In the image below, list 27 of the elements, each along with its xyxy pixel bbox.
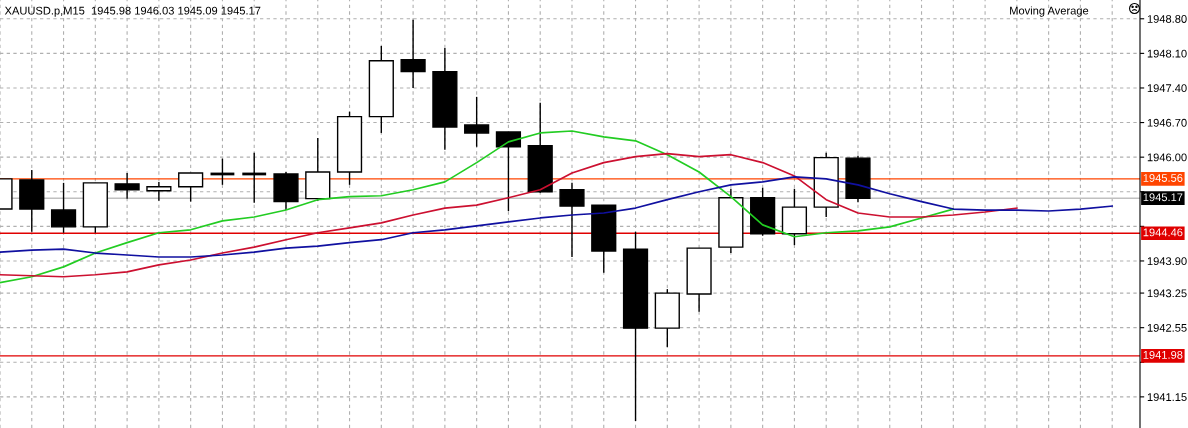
candlestick [400,19,426,89]
y-tick-label: 1946.70 [1147,118,1187,127]
text: XAUUSD.p,M15 1945.98 1946.03 1945.09 1945.17 [4,6,261,17]
candlestick [146,181,172,202]
ref-line-label: 1945.17 [1143,193,1183,202]
ref-line-label: 1945.56 [1143,174,1183,182]
candlestick [114,172,140,200]
candlestick [178,172,204,203]
y-tick-label: 1943.25 [1147,289,1187,298]
y-tick-label: 1946.00 [1147,153,1187,162]
line-series [0,176,1114,258]
ref-line-label: 1941.98 [1143,350,1183,359]
candlestick [559,182,585,258]
y-tick-label: 1942.55 [1147,323,1187,332]
candlestick [464,96,490,148]
candlestick [50,182,77,234]
y-tick-label: 1941.15 [1147,393,1187,401]
candlestick [240,152,268,204]
y-tick-label: 1948.10 [1147,49,1187,58]
line-series [0,130,955,284]
annotation: Moving Average [1010,6,1089,17]
line-series [0,152,1018,278]
y-tick-label: 1943.90 [1147,257,1187,266]
ref-line-label: 1944.46 [1143,228,1183,237]
y-tick-label: 1948.80 [1147,15,1187,23]
candlestick [209,157,236,186]
y-tick-label: 1947.40 [1147,84,1187,93]
